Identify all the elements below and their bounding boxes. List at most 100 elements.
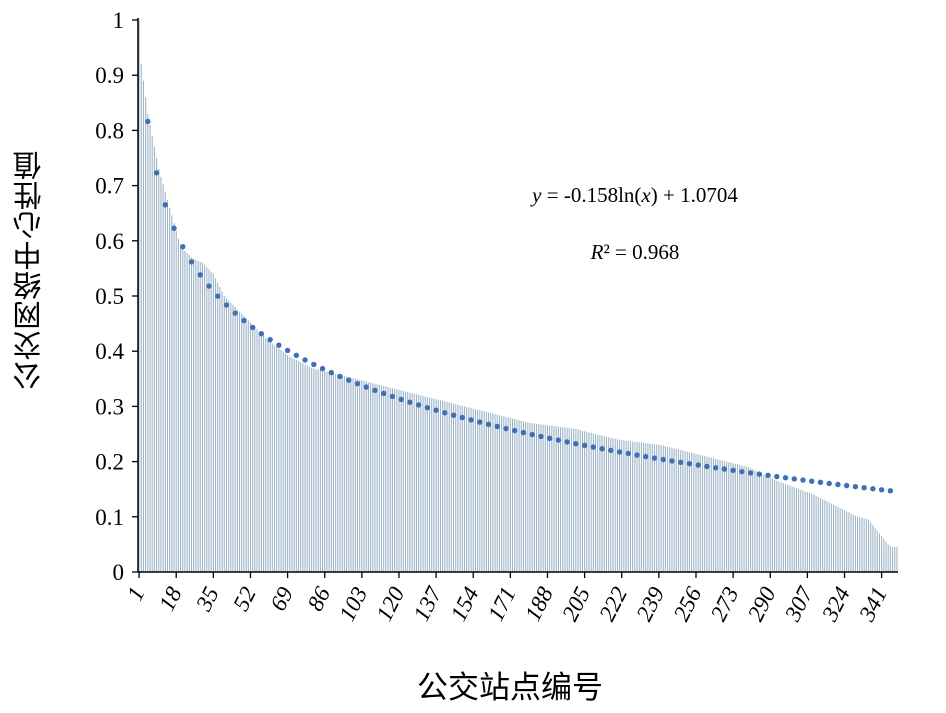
trendline-point (407, 399, 413, 405)
x-tick-label: 103 (334, 583, 372, 625)
trendline-point (669, 458, 675, 464)
trendline-point (546, 435, 553, 442)
trendline-r-squared: R² = 0.968 (590, 240, 680, 264)
trendline-point (520, 429, 527, 436)
trendline-point (171, 225, 177, 231)
x-tick-label: 137 (409, 582, 448, 625)
x-tick-label: 205 (557, 583, 595, 625)
trendline-point (643, 453, 649, 460)
trendline-point (284, 347, 291, 354)
trendline-point (363, 384, 369, 390)
y-tick-label: 0.7 (95, 174, 124, 199)
trendline-point (319, 365, 326, 372)
trendline-point (180, 243, 186, 250)
trendline-point (153, 170, 160, 176)
trendline-point (302, 357, 308, 363)
trendline-point (870, 486, 876, 492)
trendline-point (293, 352, 300, 359)
trendline-point (241, 317, 247, 324)
trendline-point (415, 402, 422, 408)
x-tick-label: 188 (520, 582, 558, 625)
y-tick-label: 0.1 (95, 505, 124, 530)
trendline-point (878, 487, 885, 493)
trendline-point (599, 446, 605, 452)
trendline-point (835, 481, 841, 488)
trendline-point (276, 342, 282, 348)
trendline-point (215, 293, 221, 299)
x-axis-title: 公交站点编号 (417, 670, 603, 705)
x-tick-label: 222 (594, 583, 632, 625)
y-tick-label: 0.3 (95, 394, 124, 419)
trendline-point (809, 478, 815, 484)
trendline-point (564, 439, 570, 445)
x-tick-label: 1 (122, 583, 149, 605)
trendline-point (616, 449, 623, 455)
trendline-point (887, 488, 894, 494)
x-tick-label: 256 (669, 582, 707, 625)
trendline-point (398, 396, 404, 403)
x-tick-label: 307 (779, 582, 818, 626)
trendline-point (468, 417, 474, 423)
trendline-point (774, 473, 780, 480)
y-tick-label: 1 (113, 8, 125, 33)
x-tick-label: 324 (817, 583, 855, 626)
trendline-point (433, 407, 439, 413)
x-tick-label: 171 (483, 583, 521, 625)
trendline-point (730, 467, 736, 474)
y-tick-label: 0.9 (95, 63, 124, 88)
trendline-point (538, 433, 544, 440)
trendline-point (206, 283, 212, 289)
trendline-point (188, 259, 195, 265)
trendline-point (555, 437, 562, 443)
trendline-point (843, 482, 850, 489)
trendline-point (162, 202, 168, 208)
x-tick-label: 18 (154, 582, 187, 614)
y-tick-label: 0.4 (95, 339, 124, 364)
trendline-point (354, 380, 361, 387)
trendline-point (721, 466, 728, 472)
trendline-point (739, 468, 745, 475)
trendline-point (512, 427, 518, 434)
trendline-point (258, 331, 265, 337)
trendline-point (267, 336, 273, 343)
y-tick-label: 0 (113, 560, 125, 585)
trendline-point (704, 463, 710, 470)
trendline-point (145, 118, 151, 125)
trendline-point (625, 450, 631, 457)
x-tick-label: 120 (371, 582, 409, 625)
trendline-point (389, 393, 396, 400)
trendline-point (678, 459, 684, 466)
trendline-point (529, 431, 535, 438)
trendline-point (494, 423, 500, 430)
x-tick-label: 341 (854, 583, 892, 626)
y-tick-label: 0.8 (95, 118, 124, 143)
x-tick-label: 239 (631, 582, 669, 625)
trendline-point (756, 471, 763, 477)
trendline-point (660, 456, 666, 463)
trendline-point (651, 455, 658, 461)
trendline-point (328, 369, 334, 376)
trendline-point (861, 485, 867, 491)
trendline-point (372, 387, 378, 393)
trendline-point (826, 480, 832, 487)
trendline-point (197, 272, 203, 278)
trendline-point (442, 410, 448, 416)
trendline-point (608, 447, 614, 454)
trendline-point (817, 479, 824, 486)
trendline-point (380, 390, 387, 397)
trendline-point (424, 404, 431, 411)
trendline-point (503, 425, 509, 432)
y-axis-title: 公交网络中心性值 (14, 150, 46, 390)
x-tick-label: 52 (228, 583, 261, 615)
trendline-equation: y = -0.158ln(x) + 1.0704 (532, 183, 738, 207)
x-tick-label: 154 (446, 583, 484, 625)
x-tick-label: 69 (265, 582, 298, 614)
x-tick-label: 273 (706, 583, 744, 625)
trendline-point (695, 462, 701, 468)
trendline-point (249, 324, 256, 331)
trendline-point (232, 310, 238, 316)
x-tick-label: 86 (302, 582, 335, 614)
y-tick-label: 0.5 (95, 284, 124, 309)
y-tick-label: 0.2 (95, 450, 124, 475)
